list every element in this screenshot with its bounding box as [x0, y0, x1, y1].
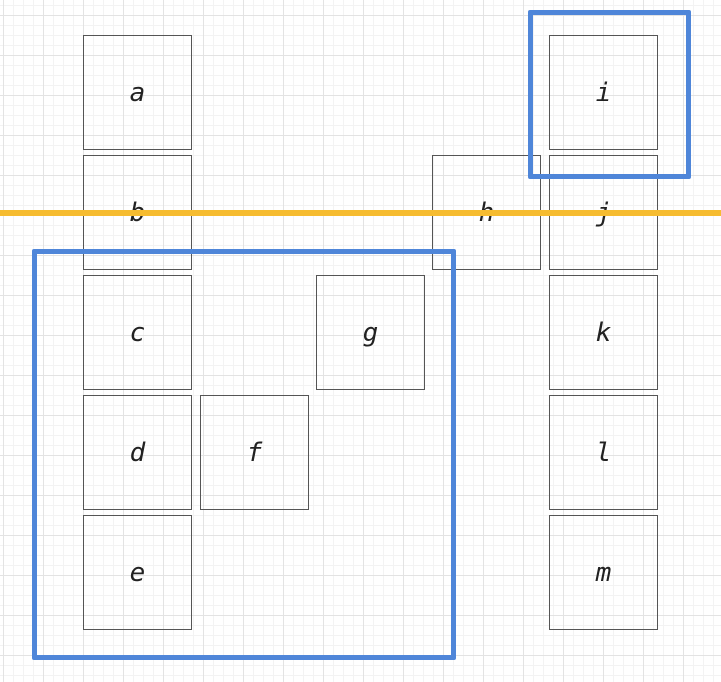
node-g-label: g	[362, 317, 379, 348]
node-d[interactable]: d	[83, 395, 192, 510]
node-m[interactable]: m	[549, 515, 658, 630]
node-c-label: c	[129, 317, 146, 348]
node-l-label: l	[595, 437, 612, 468]
node-i-label: i	[595, 77, 612, 108]
node-k[interactable]: k	[549, 275, 658, 390]
node-e[interactable]: e	[83, 515, 192, 630]
node-k-label: k	[595, 317, 612, 348]
node-a-label: a	[129, 77, 146, 108]
node-l[interactable]: l	[549, 395, 658, 510]
node-g[interactable]: g	[316, 275, 425, 390]
node-f-label: f	[246, 437, 263, 468]
node-f[interactable]: f	[200, 395, 309, 510]
selection-box-small[interactable]	[528, 10, 691, 179]
node-c[interactable]: c	[83, 275, 192, 390]
node-e-label: e	[129, 557, 146, 588]
node-i[interactable]: i	[549, 35, 658, 150]
selection-box-large[interactable]	[32, 249, 456, 660]
node-m-label: m	[595, 557, 612, 588]
node-a[interactable]: a	[83, 35, 192, 150]
horizontal-guide-line[interactable]	[0, 210, 721, 216]
node-d-label: d	[129, 437, 146, 468]
